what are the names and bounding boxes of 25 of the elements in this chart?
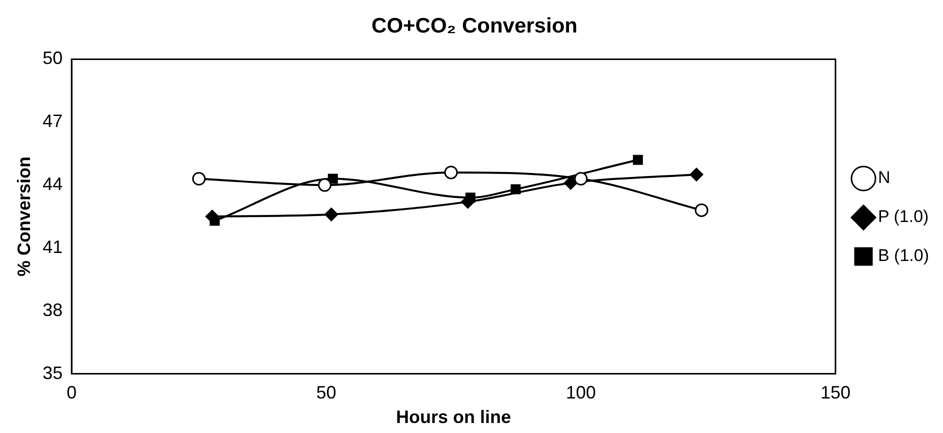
point [205, 210, 219, 224]
x-tick-label: 0 [66, 382, 77, 403]
x-tick-label: 150 [820, 382, 851, 403]
y-tick-label: 38 [42, 300, 63, 320]
y-tick-label: 50 [42, 48, 63, 68]
chart-title: CO+CO₂ Conversion [372, 14, 578, 38]
legend-label: P (1.0) [878, 207, 929, 226]
point [632, 154, 643, 165]
x-tick-label: 100 [566, 382, 596, 403]
y-tick-label: 35 [42, 362, 63, 383]
x-tick-label: 50 [316, 382, 336, 403]
y-tick-label: 41 [42, 236, 63, 257]
point [318, 178, 332, 192]
point [574, 172, 588, 186]
point [324, 208, 338, 222]
point [444, 166, 458, 180]
legend-label: N [878, 168, 890, 188]
x-axis-title: Hours on line [396, 407, 512, 428]
y-axis-title: % Conversion [14, 156, 34, 277]
point [192, 172, 206, 186]
legend-label: B (1.0) [878, 246, 930, 266]
point [694, 203, 708, 217]
y-tick-label: 47 [42, 111, 63, 132]
point [690, 168, 704, 182]
y-tick-label: 44 [42, 174, 63, 194]
